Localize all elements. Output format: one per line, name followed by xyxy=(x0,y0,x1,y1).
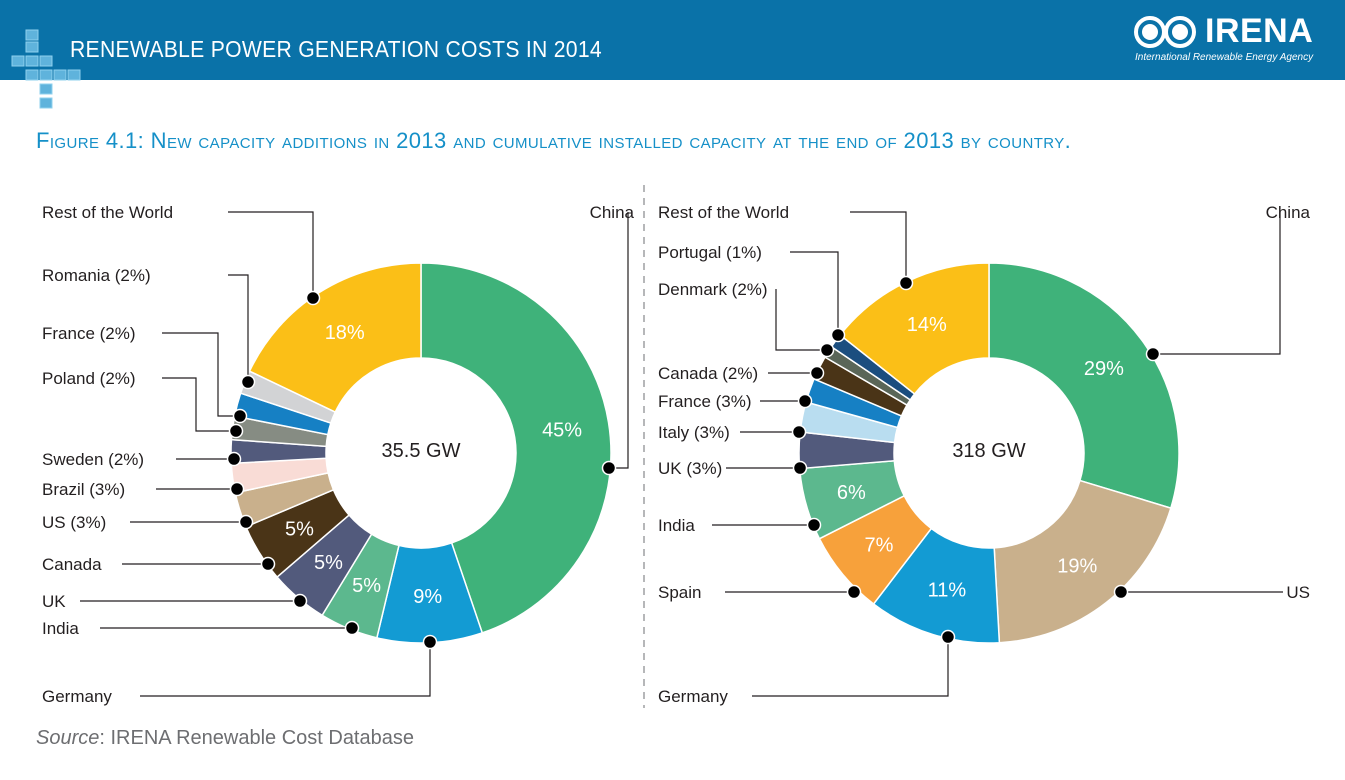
slice-label-spain: 7% xyxy=(865,534,894,556)
leader-dot-canada xyxy=(809,365,825,381)
legend-label-spain: Spain xyxy=(658,583,701,602)
legend-label-germany: Germany xyxy=(42,687,112,706)
leader-dot-france xyxy=(797,393,813,409)
source-prefix: Source xyxy=(36,727,100,749)
leader-dot-spain xyxy=(846,584,862,600)
leader-line-denmark xyxy=(775,289,827,351)
leader-dot-france xyxy=(232,408,248,424)
leader-dot-india xyxy=(806,517,822,533)
slices xyxy=(798,262,1180,644)
slice-label-us: 19% xyxy=(1057,555,1097,577)
slice-label-india: 5% xyxy=(352,575,381,597)
slice-label-germany: 9% xyxy=(413,586,442,608)
slice-label-uk: 5% xyxy=(314,552,343,574)
leader-line-china xyxy=(609,212,629,469)
legend-label-portugal: Portugal (1%) xyxy=(658,243,762,262)
leader-dot-china xyxy=(1145,346,1161,362)
legend-label-china: China xyxy=(1266,203,1311,222)
leader-line-portugal xyxy=(790,251,839,335)
legend-label-india: India xyxy=(658,516,695,535)
legend-label-germany: Germany xyxy=(658,687,728,706)
leader-dot-denmark xyxy=(819,342,835,358)
source-note: Source: IRENA Renewable Cost Database xyxy=(36,727,414,750)
leader-dot-rest-of-the-world xyxy=(898,275,914,291)
slice-label-rest-of-the-world: 14% xyxy=(907,314,947,336)
center-total-label: 318 GW xyxy=(952,440,1025,462)
slices xyxy=(230,262,612,644)
legend-label-rest-of-the-world: Rest of the World xyxy=(658,203,789,222)
leader-dot-us xyxy=(1113,584,1129,600)
leader-line-germany xyxy=(752,637,949,697)
leader-dot-canada xyxy=(260,556,276,572)
leader-dot-brazil xyxy=(229,481,245,497)
slice-china xyxy=(988,262,1180,510)
legend-label-uk: UK xyxy=(42,592,66,611)
leader-line-rest-of-the-world xyxy=(850,211,907,283)
slice-label-china: 29% xyxy=(1084,358,1124,380)
slice-rest-of-the-world xyxy=(248,262,422,414)
legend-label-romania: Romania (2%) xyxy=(42,266,151,285)
irena-globe-icon xyxy=(1134,16,1196,48)
legend-label-uk: UK (3%) xyxy=(658,459,722,478)
leader-line-romania xyxy=(228,274,249,382)
leader-dot-poland xyxy=(228,423,244,439)
legend-label-italy: Italy (3%) xyxy=(658,423,730,442)
leader-dot-germany xyxy=(422,634,438,650)
leader-dot-portugal xyxy=(830,327,846,343)
legend-label-us: US (3%) xyxy=(42,513,106,532)
legend-label-france: France (2%) xyxy=(42,324,136,343)
leader-dot-sweden xyxy=(226,451,242,467)
slice-label-canada: 5% xyxy=(285,518,314,540)
header-title: RENEWABLE POWER GENERATION COSTS IN 2014 xyxy=(70,36,602,62)
decorative-squares-icon xyxy=(11,29,81,109)
legend-label-canada: Canada (2%) xyxy=(658,364,758,383)
slice-label-germany: 11% xyxy=(928,580,967,602)
legend-label-denmark: Denmark (2%) xyxy=(658,280,768,299)
leader-line-rest-of-the-world xyxy=(228,211,314,298)
leader-dot-uk xyxy=(792,460,808,476)
leader-line-china xyxy=(1153,212,1281,355)
donut-chart-cumulative: 29% 19% 11% 7% 6% 14% 318 GW China US Germany Spai… xyxy=(658,203,1311,706)
slice-china xyxy=(420,262,612,634)
leader-dot-china xyxy=(601,460,617,476)
leader-line-germany xyxy=(140,642,431,697)
donut-chart-new-additions: 45%9%5%5%5%18%35.5 GWChinaGermanyIndiaUK… xyxy=(42,203,635,706)
center-total-label: 35.5 GW xyxy=(382,440,461,462)
figure-title: Figure 4.1: New capacity additions in 20… xyxy=(36,128,1072,153)
source-text: : IRENA Renewable Cost Database xyxy=(99,727,414,749)
leader-dot-india xyxy=(344,620,360,636)
logo-text: IRENA xyxy=(1205,12,1314,50)
leader-dot-rest-of-the-world xyxy=(305,290,321,306)
legend-label-rest-of-the-world: Rest of the World xyxy=(42,203,173,222)
legend-label-china: China xyxy=(590,203,635,222)
leader-line-poland xyxy=(162,377,236,432)
legend-label-us: US xyxy=(1286,583,1310,602)
leader-line-france xyxy=(162,332,240,417)
slice-label-india: 6% xyxy=(837,482,866,504)
logo-subtitle: International Renewable Energy Agency xyxy=(1135,52,1314,63)
slice-label-china: 45% xyxy=(542,420,582,442)
legend-label-canada: Canada xyxy=(42,555,102,574)
legend-label-poland: Poland (2%) xyxy=(42,369,136,388)
header-bar xyxy=(0,0,1345,80)
leader-dot-romania xyxy=(240,374,256,390)
slice-us xyxy=(993,479,1172,644)
leader-dot-germany xyxy=(940,629,956,645)
leader-dot-uk xyxy=(292,593,308,609)
leader-dot-us xyxy=(238,514,254,530)
legend-label-sweden: Sweden (2%) xyxy=(42,450,144,469)
leader-dot-italy xyxy=(791,424,807,440)
slice-rest-of-the-world xyxy=(839,262,990,396)
legend-label-france: France (3%) xyxy=(658,392,752,411)
legend-label-india: India xyxy=(42,619,79,638)
legend-label-brazil: Brazil (3%) xyxy=(42,480,125,499)
slice-label-rest-of-the-world: 18% xyxy=(325,322,365,344)
